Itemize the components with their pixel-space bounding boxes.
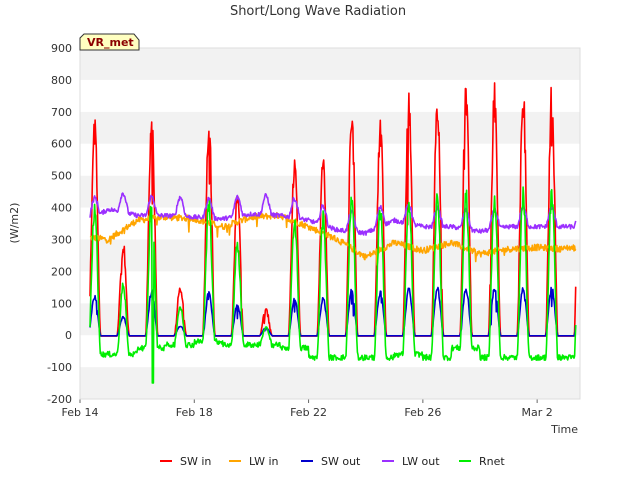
grid-band (80, 48, 580, 80)
grid-band (80, 111, 580, 144)
grid-band (80, 143, 580, 176)
site-badge: VR_met (79, 33, 140, 51)
badge-label: VR_met (87, 36, 134, 49)
x-axis: Feb 14 Feb 18 Feb 22 Feb 26 Mar 2 (62, 399, 553, 419)
legend-label: SW out (321, 455, 361, 468)
x-axis-label: Time (550, 423, 578, 436)
y-tick-label: 100 (51, 297, 72, 310)
legend-label: LW out (402, 455, 440, 468)
y-axis: -200 -100 0 100 200 300 400 500 600 700 800 900 (47, 42, 72, 406)
chart-title: Short/Long Wave Radiation (230, 4, 406, 19)
y-tick-label: 400 (51, 202, 72, 215)
x-tick-label: Feb 14 (62, 406, 99, 419)
series-lines (89, 82, 577, 384)
grid-band (80, 367, 580, 399)
legend-label: LW in (249, 455, 279, 468)
plot-frame (79, 47, 581, 400)
y-tick-label: 200 (51, 265, 72, 278)
grid-band (80, 335, 580, 368)
y-tick-label: 700 (51, 106, 72, 119)
badge-shape (79, 33, 140, 51)
y-axis-label: (W/m2) (8, 203, 21, 244)
y-tick-label: -200 (47, 393, 72, 406)
x-tick-label: Feb 18 (176, 406, 213, 419)
x-tick-label: Feb 22 (290, 406, 327, 419)
y-tick-label: 900 (51, 42, 72, 55)
x-tick-label: Mar 2 (522, 406, 553, 419)
legend: SW in LW in SW out LW out Rnet (160, 455, 505, 468)
x-tick-label: Feb 26 (404, 406, 441, 419)
series-line-rnet (89, 186, 577, 384)
y-tick-label: -100 (47, 361, 72, 374)
y-tick-label: 0 (65, 329, 72, 342)
series-line-sw-out (89, 286, 577, 337)
legend-label: SW in (180, 455, 211, 468)
y-tick-label: 300 (51, 233, 72, 246)
legend-label: Rnet (479, 455, 505, 468)
y-tick-label: 500 (51, 170, 72, 183)
y-tick-label: 600 (51, 138, 72, 151)
y-tick-label: 800 (51, 74, 72, 87)
grid-band (80, 79, 580, 112)
